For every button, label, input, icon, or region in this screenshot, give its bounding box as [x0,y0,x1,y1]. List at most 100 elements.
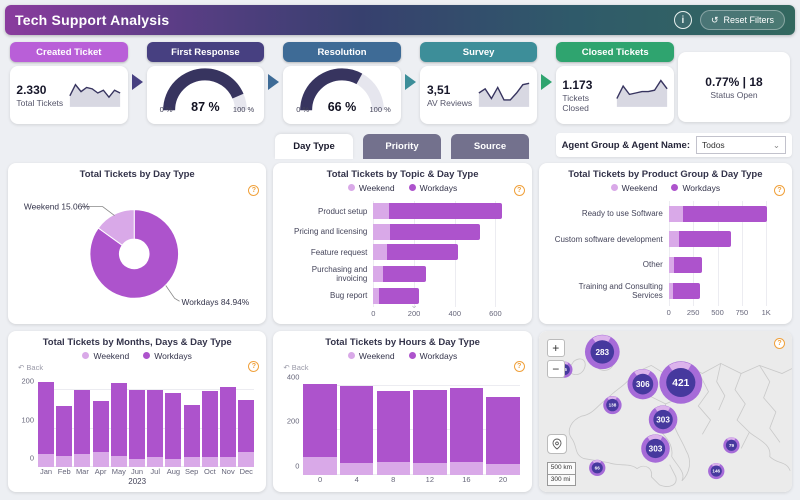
bar-column[interactable] [303,377,337,475]
bar-column[interactable] [110,375,127,467]
bar-segment-workdays[interactable] [449,387,484,462]
bar-column[interactable] [486,377,520,475]
info-button[interactable]: i [673,11,692,29]
bar-column[interactable] [92,375,109,467]
donut-slice[interactable] [97,209,135,247]
bar-segment-workdays[interactable] [376,390,411,463]
bar-column[interactable] [376,377,411,475]
map-zoom-in-button[interactable]: + [546,339,565,357]
bar-column[interactable] [147,375,164,467]
bar-segment-weekend[interactable] [339,462,374,475]
bar-segment-workdays[interactable] [683,205,768,222]
bar-segment-workdays[interactable] [678,231,732,248]
bar-segment-weekend[interactable] [201,457,218,467]
bar-segment-weekend[interactable] [110,456,127,467]
help-icon[interactable]: ? [248,361,260,372]
donut-slice[interactable] [89,209,180,299]
bar-segment-weekend[interactable] [74,454,91,467]
map-bubble[interactable]: 79 [722,436,741,455]
tab-source[interactable]: Source [451,134,529,159]
closed-tickets-pill[interactable]: Closed Tickets [556,42,674,62]
map-bubble[interactable]: 421 [656,358,705,407]
bar-segment-weekend[interactable] [373,266,383,283]
bar-segment-workdays[interactable] [110,383,127,457]
map-bubble[interactable]: 306 [625,367,660,402]
agent-dropdown[interactable]: Todos ⌄ [696,136,786,154]
bar-segment-weekend[interactable] [668,283,674,300]
bar-segment-workdays[interactable] [220,386,237,458]
map-bubble[interactable]: 138 [602,395,623,416]
bar-segment-weekend[interactable] [668,231,679,248]
bar-column[interactable] [449,377,484,475]
help-icon[interactable]: ? [248,185,260,196]
bar-segment-workdays[interactable] [379,287,420,304]
survey-pill[interactable]: Survey [419,42,538,62]
map-bubble[interactable]: 303 [647,403,680,435]
bar-segment-weekend[interactable] [147,457,164,467]
created-ticket-pill[interactable]: Created Ticket [10,42,128,62]
drill-back-button[interactable]: ↶ Back [283,363,308,372]
bar-segment-workdays[interactable] [38,381,54,454]
bar-segment-workdays[interactable] [92,401,109,452]
bar-segment-workdays[interactable] [201,391,218,458]
bar-column[interactable] [238,375,255,467]
bar-segment-workdays[interactable] [674,256,702,273]
bar-segment-weekend[interactable] [129,458,146,467]
bar-segment-weekend[interactable] [165,459,182,467]
bar-column[interactable] [413,377,447,475]
bar-segment-weekend[interactable] [486,464,520,475]
bar-segment-workdays[interactable] [238,399,255,453]
bar-segment-workdays[interactable] [386,244,458,261]
bar-segment-workdays[interactable] [673,283,701,300]
bar-segment-weekend[interactable] [373,244,387,261]
bar-column[interactable] [129,375,146,467]
bar-segment-workdays[interactable] [183,404,200,458]
bar-segment-workdays[interactable] [389,223,481,240]
map-bubble[interactable]: 66 [588,459,607,478]
bar-column[interactable] [38,375,54,467]
help-icon[interactable]: ? [773,185,785,196]
bar-segment-weekend[interactable] [668,256,675,273]
bar-column[interactable] [56,375,73,467]
bar-segment-workdays[interactable] [339,385,374,463]
map-bubble[interactable]: 303 [639,432,672,464]
help-icon[interactable]: ? [773,338,785,349]
bar-segment-weekend[interactable] [303,457,337,475]
bar-segment-workdays[interactable] [56,405,73,456]
bar-segment-weekend[interactable] [373,203,389,220]
reset-filters-button[interactable]: ↺ Reset Filters [699,10,785,30]
map-zoom-out-button[interactable]: − [546,360,565,378]
bar-column[interactable] [165,375,182,467]
drill-back-button[interactable]: ↶ Back [18,363,43,372]
bar-segment-weekend[interactable] [449,461,484,475]
resolution-pill[interactable]: Resolution [283,42,401,62]
tab-priority[interactable]: Priority [363,134,441,159]
bar-segment-weekend[interactable] [238,452,255,467]
bar-column[interactable] [183,375,200,467]
bar-segment-workdays[interactable] [165,393,182,460]
bar-segment-workdays[interactable] [486,396,520,465]
tab-day-type[interactable]: Day Type [275,134,353,159]
help-icon[interactable]: ? [513,361,525,372]
map-locate-button[interactable] [546,434,567,454]
help-icon[interactable]: ? [513,185,525,196]
bar-segment-weekend[interactable] [668,205,684,222]
bar-segment-weekend[interactable] [56,455,73,467]
bar-column[interactable] [339,377,374,475]
bar-segment-workdays[interactable] [74,389,91,455]
bar-segment-weekend[interactable] [38,453,54,467]
bar-segment-weekend[interactable] [373,223,390,240]
map-bubble[interactable]: 283 [582,332,622,371]
bar-segment-weekend[interactable] [92,451,109,467]
bar-segment-weekend[interactable] [376,462,411,475]
scroll-down-icon[interactable]: ⌄ [410,300,418,310]
bar-segment-workdays[interactable] [382,266,427,283]
bar-segment-workdays[interactable] [413,390,447,464]
bar-column[interactable] [201,375,218,467]
bar-column[interactable] [74,375,91,467]
bar-segment-weekend[interactable] [183,457,200,467]
bar-column[interactable] [220,375,237,467]
bar-segment-workdays[interactable] [129,389,146,459]
bar-segment-workdays[interactable] [303,384,337,458]
bar-segment-workdays[interactable] [388,203,502,220]
